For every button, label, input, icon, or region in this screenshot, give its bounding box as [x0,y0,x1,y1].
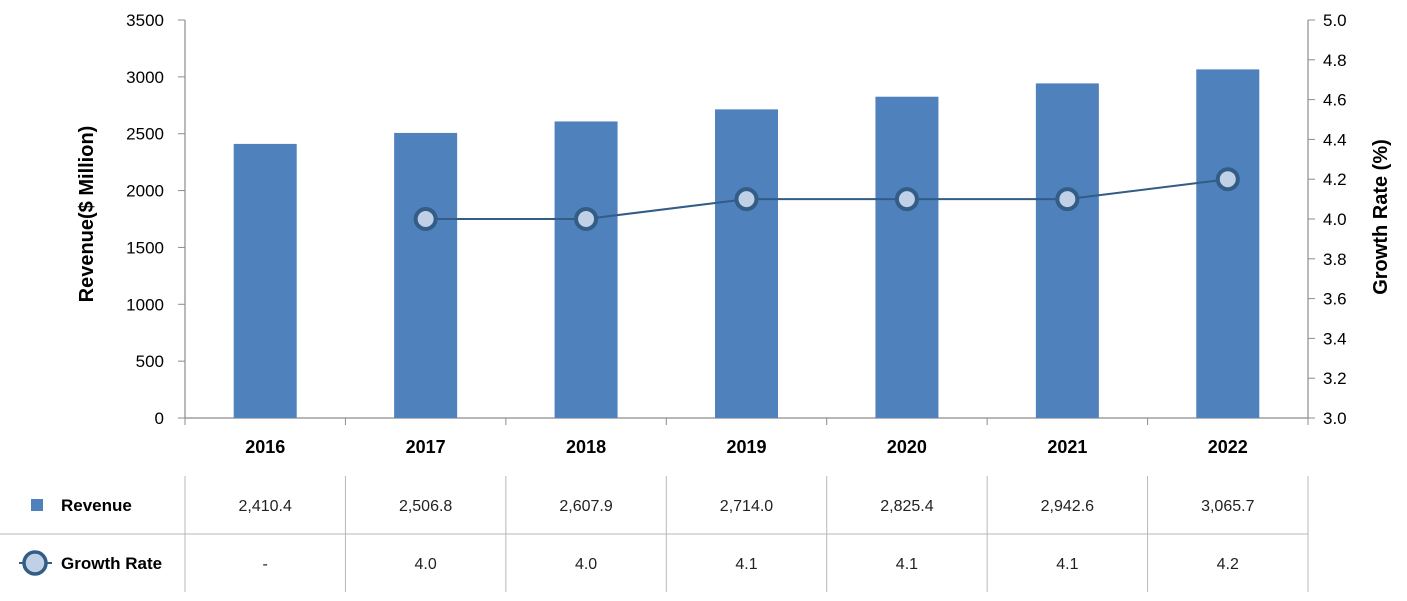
growth-rate-line [413,167,1240,231]
revenue-value-cell: 2,825.4 [880,498,933,515]
growth-rate-row-label: Growth Rate [61,554,162,573]
year-label: 2016 [245,437,285,457]
right-axis-tick-label: 4.8 [1323,51,1347,70]
growth-rate-value-cell: 4.1 [896,556,918,573]
revenue-bar [233,143,297,419]
revenue-bar [715,109,778,418]
left-axis-tick-label: 2000 [126,182,164,201]
growth-rate-series-line [425,178,1228,220]
year-label: 2017 [406,437,446,457]
revenue-value-cell: 2,410.4 [239,498,292,515]
left-axis-tick-label: 3500 [126,11,164,30]
right-axis-tick-label: 3.0 [1323,409,1347,428]
revenue-legend-swatch [31,499,43,511]
growth-rate-legend-marker [22,550,48,576]
right-axis-tick-label: 3.4 [1323,329,1347,348]
right-axis-tick-label: 4.0 [1323,210,1347,229]
left-axis-tick-label: 1500 [126,238,164,257]
revenue-value-cell: 2,714.0 [720,498,773,515]
right-axis-title: Growth Rate (%) [1370,139,1392,295]
revenue-bars [233,69,1260,419]
revenue-bar [1035,83,1099,419]
growth-rate-marker [1215,167,1240,192]
right-axis-tick-label: 5.0 [1323,11,1347,30]
growth-rate-value-cell: 4.0 [415,556,437,573]
right-axis-tick-label: 3.6 [1323,290,1347,309]
revenue-bar [875,96,939,418]
left-axis-tick-label: 2500 [126,125,164,144]
year-label: 2022 [1208,437,1248,457]
year-label: 2021 [1047,437,1087,457]
revenue-bar [554,121,618,418]
right-axis-tick-label: 3.2 [1323,369,1347,388]
axis-labels: 0 500 1000 1500 2000 2500 3000 3500 3.0 3.2 3.4 3.6… [126,11,1346,457]
growth-rate-value-cell: 4.2 [1217,556,1239,573]
revenue-value-cell: 2,506.8 [399,498,452,515]
table-grid [0,476,1309,592]
revenue-value-cell: 3,065.7 [1201,498,1254,515]
data-table: Revenue 2,410.4 2,506.8 2,607.9 2,714.0 2,825… [19,496,1255,576]
revenue-value-cell: 2,607.9 [559,498,612,515]
growth-rate-marker [1055,187,1080,212]
revenue-bar [1196,69,1260,419]
growth-rate-value-cell: 4.1 [735,556,757,573]
right-axis-tick-label: 4.6 [1323,91,1347,110]
year-label: 2019 [726,437,766,457]
right-axis-tick-label: 4.4 [1323,130,1347,149]
growth-rate-marker [894,187,919,212]
growth-rate-value-cell: 4.0 [575,556,597,573]
growth-rate-marker [413,207,438,231]
year-label: 2020 [887,437,927,457]
growth-rate-value-cell: 4.1 [1056,556,1078,573]
year-label: 2018 [566,437,606,457]
left-axis-tick-label: 500 [136,352,164,371]
left-axis-tick-label: 3000 [126,68,164,87]
growth-rate-value-cell: - [263,556,268,573]
growth-rate-marker [734,187,759,212]
left-axis-title: Revenue($ Million) [76,126,98,303]
revenue-bar [394,132,458,418]
growth-rate-marker [574,207,599,231]
right-axis-tick-label: 3.8 [1323,250,1347,269]
right-axis-tick-label: 4.2 [1323,170,1347,189]
left-axis-tick-label: 1000 [126,295,164,314]
left-axis-tick-label: 0 [155,409,164,428]
revenue-value-cell: 2,942.6 [1041,498,1094,515]
revenue-row-label: Revenue [61,496,132,515]
